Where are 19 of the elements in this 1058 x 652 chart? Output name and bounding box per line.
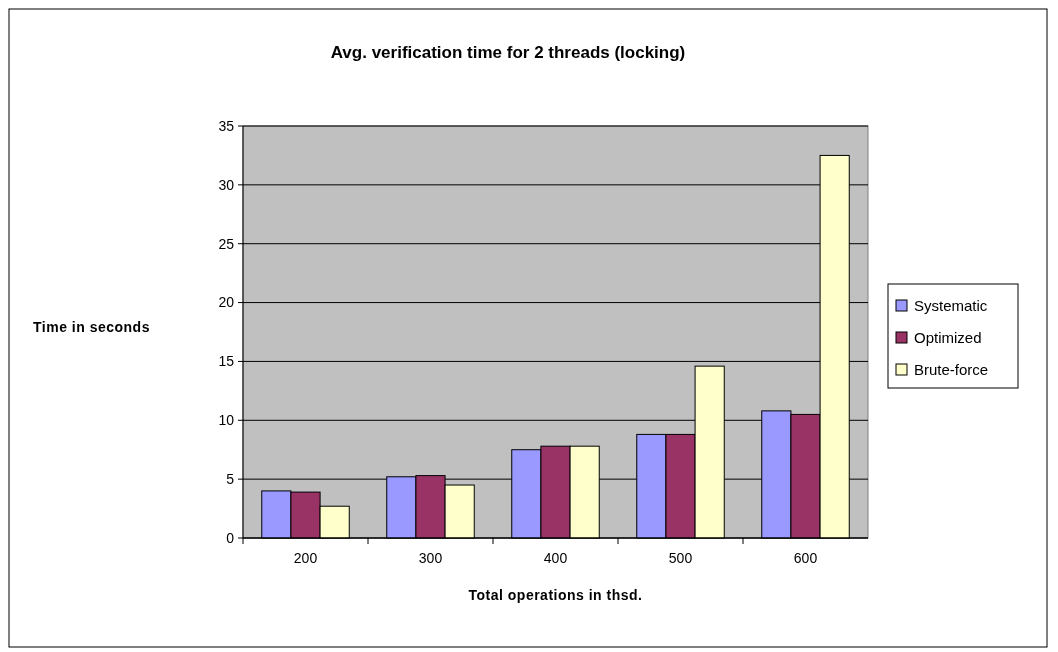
y-tick-label: 20 — [218, 294, 235, 311]
y-tick-label: 10 — [218, 412, 235, 429]
legend-label: Brute-force — [914, 361, 989, 378]
y-tick-label: 5 — [226, 471, 235, 488]
y-axis-title: Time in seconds — [33, 319, 150, 335]
x-tick-label: 300 — [418, 550, 443, 566]
x-tick-label: 400 — [543, 550, 568, 566]
y-tick-label: 30 — [218, 176, 235, 193]
y-tick-label: 0 — [226, 529, 235, 546]
y-tick-label: 35 — [218, 117, 235, 134]
x-tick-label: 500 — [668, 550, 693, 566]
chart-title: Avg. verification time for 2 threads (locking) — [330, 43, 686, 62]
legend-label: Systematic — [914, 297, 988, 314]
y-tick-label: 25 — [218, 235, 235, 252]
x-tick-label: 600 — [793, 550, 818, 566]
y-tick-label: 15 — [218, 353, 235, 370]
x-tick-label: 200 — [293, 550, 318, 566]
legend-label: Optimized — [914, 329, 982, 346]
x-axis-title: Total operations in thsd. — [468, 587, 643, 603]
